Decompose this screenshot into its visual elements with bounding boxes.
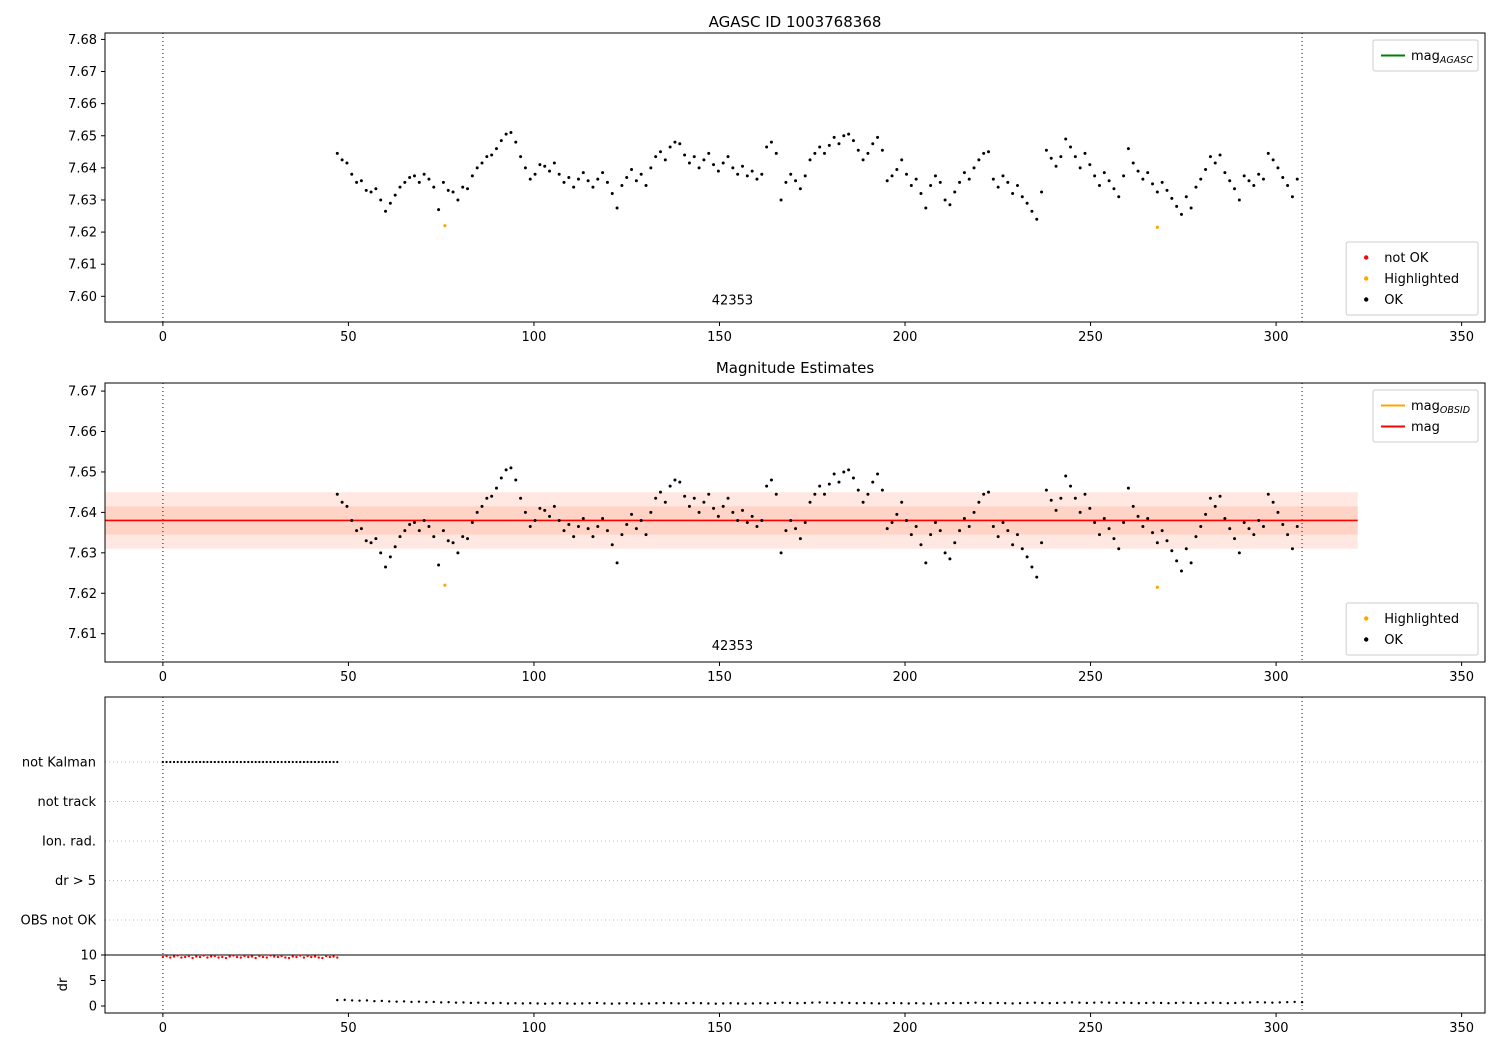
legend-label: not OK — [1384, 251, 1429, 266]
legend-label: magOBSID — [1411, 399, 1470, 416]
flags-chart: not Kalman not track Ion. rad. dr > 5 OBS no… — [21, 696, 1486, 1036]
axis-ticks: 0 50 100 150 200 250 300 350 7.61 7.62 7.63 7.64 7.6… — [68, 385, 1474, 685]
upper-legend: magOBSID mag — [1372, 389, 1479, 443]
svg-text:50: 50 — [340, 670, 357, 685]
Highlighted-legend-marker — [1364, 616, 1369, 621]
svg-text:0: 0 — [159, 1021, 167, 1036]
legend-label: mag — [1411, 420, 1440, 435]
svg-text:7.61: 7.61 — [68, 258, 97, 273]
plot-border — [104, 32, 1486, 323]
svg-text:100: 100 — [522, 1021, 547, 1036]
middle-chart-title: Magnitude Estimates — [715, 359, 875, 377]
highlighted-points — [443, 583, 1159, 589]
dr-not-ok-points — [161, 954, 339, 960]
svg-text:100: 100 — [522, 330, 547, 345]
OK-legend-marker — [1364, 297, 1369, 302]
svg-text:50: 50 — [340, 330, 357, 345]
svg-text:0: 0 — [159, 670, 167, 685]
not OK-legend-marker — [1364, 255, 1369, 260]
flag-category-label: OBS not OK — [21, 914, 97, 929]
flag-points-not-kalman — [161, 760, 339, 764]
obsid-annotation: 42353 — [712, 639, 753, 654]
OK-legend-marker — [1364, 637, 1369, 642]
svg-text:100: 100 — [522, 670, 547, 685]
svg-text:150: 150 — [707, 330, 732, 345]
svg-text:7.65: 7.65 — [68, 465, 97, 480]
svg-text:7.63: 7.63 — [68, 546, 97, 561]
svg-text:250: 250 — [1078, 1021, 1103, 1036]
axis-ticks: 0 50 100 150 200 250 300 350 7.60 7.61 7.62 7.63 7.6… — [68, 33, 1474, 345]
svg-text:7.62: 7.62 — [68, 226, 97, 241]
legend-label: Highlighted — [1384, 272, 1459, 287]
scatter-chart-1: 0 50 100 150 200 250 300 350 7.61 7.62 7.63 7.64 7.6… — [68, 382, 1486, 685]
svg-text:350: 350 — [1449, 1021, 1474, 1036]
svg-text:7.65: 7.65 — [68, 129, 97, 144]
svg-text:250: 250 — [1078, 670, 1103, 685]
svg-text:7.64: 7.64 — [68, 161, 97, 176]
flag-category-label: Ion. rad. — [42, 835, 96, 850]
svg-text:7.66: 7.66 — [68, 425, 97, 440]
Highlighted-legend-marker — [1364, 276, 1369, 281]
svg-text:200: 200 — [893, 330, 918, 345]
upper-legend: magAGASC — [1372, 39, 1479, 72]
flag-category-label: dr > 5 — [55, 874, 96, 889]
ok-points — [335, 466, 1299, 579]
svg-text:7.64: 7.64 — [68, 506, 97, 521]
lower-legend: Highlighted OK — [1345, 602, 1479, 656]
svg-text:0: 0 — [159, 330, 167, 345]
legend-label: Highlighted — [1384, 612, 1459, 627]
svg-text:300: 300 — [1264, 330, 1289, 345]
svg-text:7.62: 7.62 — [68, 587, 97, 602]
lower-legend: not OK Highlighted OK — [1345, 241, 1479, 316]
svg-text:300: 300 — [1264, 670, 1289, 685]
svg-text:7.61: 7.61 — [68, 627, 97, 642]
svg-text:7.68: 7.68 — [68, 33, 97, 48]
legend-label: OK — [1384, 293, 1403, 308]
svg-text:0: 0 — [89, 1000, 97, 1015]
svg-text:7.67: 7.67 — [68, 65, 97, 80]
obsid-annotation: 42353 — [712, 293, 753, 308]
dr-axis-label: dr — [56, 977, 71, 991]
flag-category-label: not track — [37, 795, 96, 810]
flag-gridlines — [105, 761, 1485, 921]
svg-text:200: 200 — [893, 670, 918, 685]
svg-text:200: 200 — [893, 1021, 918, 1036]
svg-text:300: 300 — [1264, 1021, 1289, 1036]
svg-text:7.67: 7.67 — [68, 385, 97, 400]
svg-text:150: 150 — [707, 670, 732, 685]
svg-text:50: 50 — [340, 1021, 357, 1036]
highlighted-points — [443, 224, 1159, 229]
top-chart-title: AGASC ID 1003768368 — [708, 13, 882, 31]
svg-text:350: 350 — [1449, 330, 1474, 345]
scatter-chart-0: 0 50 100 150 200 250 300 350 7.60 7.61 7.62 7.63 7.6… — [68, 32, 1486, 345]
flag-category-label: not Kalman — [22, 756, 96, 771]
svg-text:7.66: 7.66 — [68, 97, 97, 112]
svg-text:5: 5 — [89, 974, 97, 989]
svg-text:350: 350 — [1449, 670, 1474, 685]
svg-text:10: 10 — [80, 949, 97, 964]
plot-border — [104, 696, 1486, 1014]
legend-label: OK — [1384, 633, 1403, 648]
plot-border — [104, 382, 1486, 663]
legend-label: magAGASC — [1411, 49, 1473, 66]
svg-text:250: 250 — [1078, 330, 1103, 345]
ok-points — [335, 131, 1299, 221]
svg-text:7.63: 7.63 — [68, 193, 97, 208]
dr-ok-points — [336, 998, 1304, 1005]
svg-text:150: 150 — [707, 1021, 732, 1036]
svg-text:7.60: 7.60 — [68, 290, 97, 305]
